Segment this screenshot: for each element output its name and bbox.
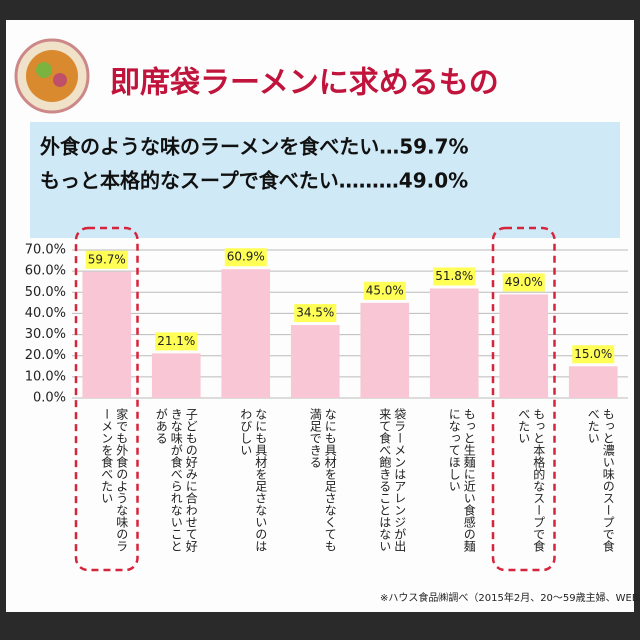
bowl-topping	[36, 62, 52, 78]
bar	[290, 325, 340, 398]
bar	[429, 288, 479, 398]
value-label: 15.0%	[574, 347, 612, 361]
x-tick-label: もっと濃い味のスープで食べたい	[586, 408, 616, 552]
value-label: 34.5%	[296, 306, 334, 320]
value-label: 59.7%	[88, 252, 126, 266]
value-label-bg	[363, 281, 406, 300]
x-tick-label: 袋ラーメンはアレンジが出来て食べ飽きることはない	[377, 408, 407, 552]
source-note: ※ハウス食品㈱調べ（2015年2月、20～59歳主婦、WEB調査	[380, 591, 640, 604]
x-tick-label: 家でも外食のような味のラーメンを食べたい	[99, 408, 129, 552]
y-tick-label: 70.0%	[25, 243, 66, 258]
value-label-bg	[224, 248, 267, 267]
highlight-box	[74, 226, 139, 572]
bar	[568, 366, 618, 398]
value-label: 21.1%	[157, 334, 195, 348]
value-label: 49.0%	[505, 275, 543, 289]
y-tick-label: 10.0%	[25, 369, 66, 384]
bowl-topping	[53, 73, 67, 87]
y-tick-label: 60.0%	[25, 264, 66, 279]
y-tick-label: 0.0%	[33, 391, 66, 406]
value-label-bg	[155, 332, 198, 351]
value-label-bg	[294, 304, 337, 323]
chart-title: 即席袋ラーメンに求めるもの	[110, 66, 499, 101]
annotation-box	[30, 122, 620, 238]
y-tick-label: 30.0%	[25, 327, 66, 342]
value-label-bg	[502, 273, 545, 292]
y-tick-label: 50.0%	[25, 285, 66, 300]
x-tick-label: なにも具材を足さなくても満足できる	[308, 408, 338, 552]
bar	[82, 271, 132, 398]
bar	[360, 302, 410, 398]
bar	[499, 294, 549, 398]
annotation: 外食のような味のラーメンを食べたい…59.7%	[40, 135, 469, 159]
bowl-soup	[26, 50, 78, 102]
value-label-bg	[85, 250, 128, 269]
highlight-box	[491, 226, 556, 572]
value-label: 45.0%	[366, 283, 404, 297]
annotation: もっと本格的なスープで食べたい………49.0%	[40, 169, 468, 193]
x-tick-label: なにも具材を足さないのはわびしい	[238, 408, 268, 552]
value-label: 51.8%	[435, 269, 473, 283]
value-label: 60.9%	[227, 250, 265, 264]
y-tick-label: 20.0%	[25, 348, 66, 363]
x-tick-label: もっと生麺に近い食感の麺になってほしい	[447, 408, 477, 552]
value-label-bg	[433, 267, 476, 286]
bar	[151, 353, 201, 398]
x-tick-label: 子どもの好みに合わせて好きな味が食べられないことがある	[154, 408, 199, 552]
value-label-bg	[572, 345, 615, 364]
y-tick-label: 40.0%	[25, 306, 66, 321]
x-tick-label: もっと本格的なスープで食べたい	[516, 408, 546, 552]
bar	[221, 269, 271, 398]
